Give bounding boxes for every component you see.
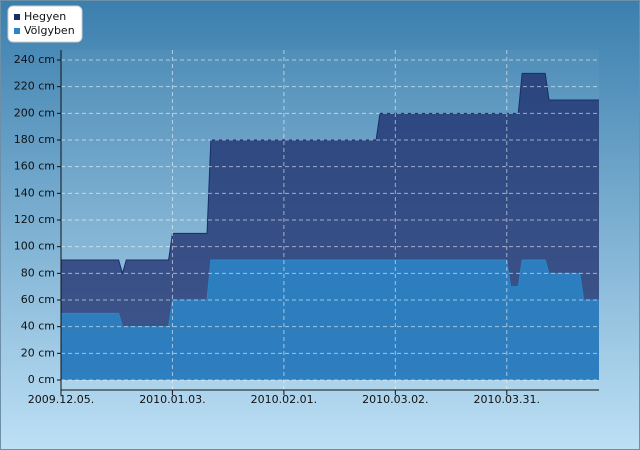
- y-tick-label: 20 cm: [21, 346, 55, 359]
- legend-swatch: [14, 28, 20, 34]
- x-tick-label: 2010.01.03.: [139, 393, 205, 406]
- y-tick-label: 40 cm: [21, 320, 55, 333]
- y-tick-label: 240 cm: [14, 53, 55, 66]
- y-tick-label: 120 cm: [14, 213, 55, 226]
- legend-swatch: [14, 14, 20, 20]
- y-tick-label: 80 cm: [21, 266, 55, 279]
- y-tick-label: 180 cm: [14, 133, 55, 146]
- area: [61, 260, 599, 380]
- y-tick-label: 0 cm: [28, 373, 55, 386]
- y-tick-label: 160 cm: [14, 160, 55, 173]
- y-tick-label: 140 cm: [14, 186, 55, 199]
- y-tick-label: 220 cm: [14, 80, 55, 93]
- y-tick-label: 60 cm: [21, 293, 55, 306]
- x-tick-label: 2009.12.05.: [28, 393, 94, 406]
- x-tick-label: 2010.03.02.: [362, 393, 428, 406]
- y-tick-label: 100 cm: [14, 240, 55, 253]
- legend-label: Hegyen: [24, 10, 66, 23]
- x-tick-label: 2010.02.01.: [251, 393, 317, 406]
- legend: [7, 5, 83, 43]
- legend-label: Völgyben: [24, 24, 75, 37]
- y-tick-label: 200 cm: [14, 106, 55, 119]
- x-tick-label: 2010.03.31.: [474, 393, 540, 406]
